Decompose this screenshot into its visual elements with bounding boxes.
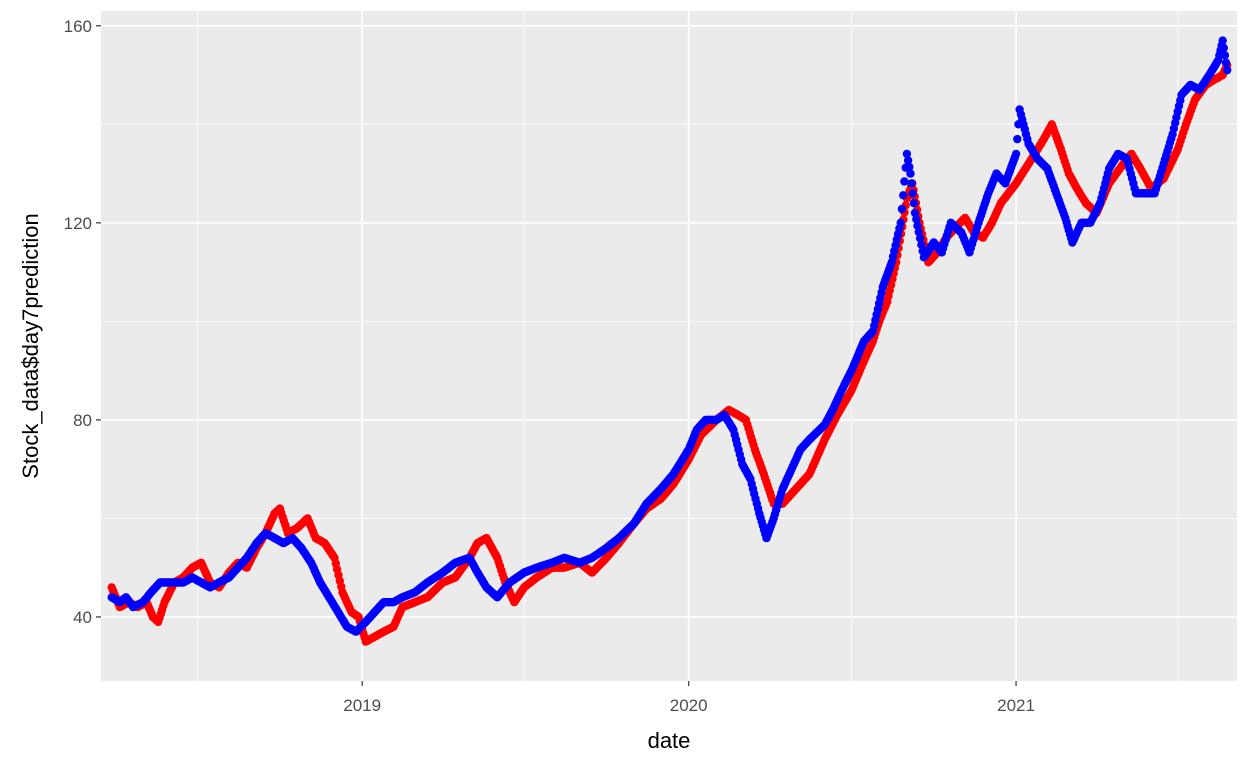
data-point (914, 227, 923, 237)
y-tick-label: 80 (73, 411, 92, 430)
data-point (915, 234, 925, 243)
x-axis-title: date (648, 728, 691, 753)
data-point (1218, 36, 1227, 45)
data-point (897, 204, 907, 214)
data-point (1220, 51, 1230, 60)
series-1 (107, 36, 1232, 636)
data-point (903, 156, 913, 165)
y-axis-title: Stock_data$day7prediction (18, 213, 43, 478)
x-tick-label: 2019 (343, 696, 381, 715)
grid-major (101, 11, 1237, 681)
data-point (1223, 65, 1232, 75)
data-point (917, 240, 926, 249)
data-point (912, 215, 921, 224)
data-point (1011, 149, 1021, 159)
data-point (1013, 134, 1022, 144)
data-point (910, 208, 920, 218)
data-point (905, 162, 914, 172)
data-point (899, 191, 908, 200)
y-axis-ticks: 40 80 120 160 (64, 17, 101, 627)
data-point (900, 177, 909, 186)
x-axis-ticks: 2019 2020 2021 (343, 681, 1035, 715)
data-point (896, 218, 905, 227)
data-point (1219, 43, 1229, 53)
data-points (107, 36, 1232, 646)
data-point (1221, 58, 1231, 67)
data-point (908, 189, 917, 198)
data-point (907, 179, 916, 188)
x-tick-label: 2021 (997, 696, 1035, 715)
plot-panel (101, 11, 1237, 681)
y-tick-label: 120 (64, 214, 92, 233)
data-point (909, 198, 919, 208)
data-point (913, 221, 922, 230)
data-point (906, 169, 915, 178)
data-point (902, 149, 912, 159)
y-tick-label: 40 (73, 608, 92, 627)
y-tick-label: 160 (64, 17, 92, 36)
x-tick-label: 2020 (670, 696, 708, 715)
